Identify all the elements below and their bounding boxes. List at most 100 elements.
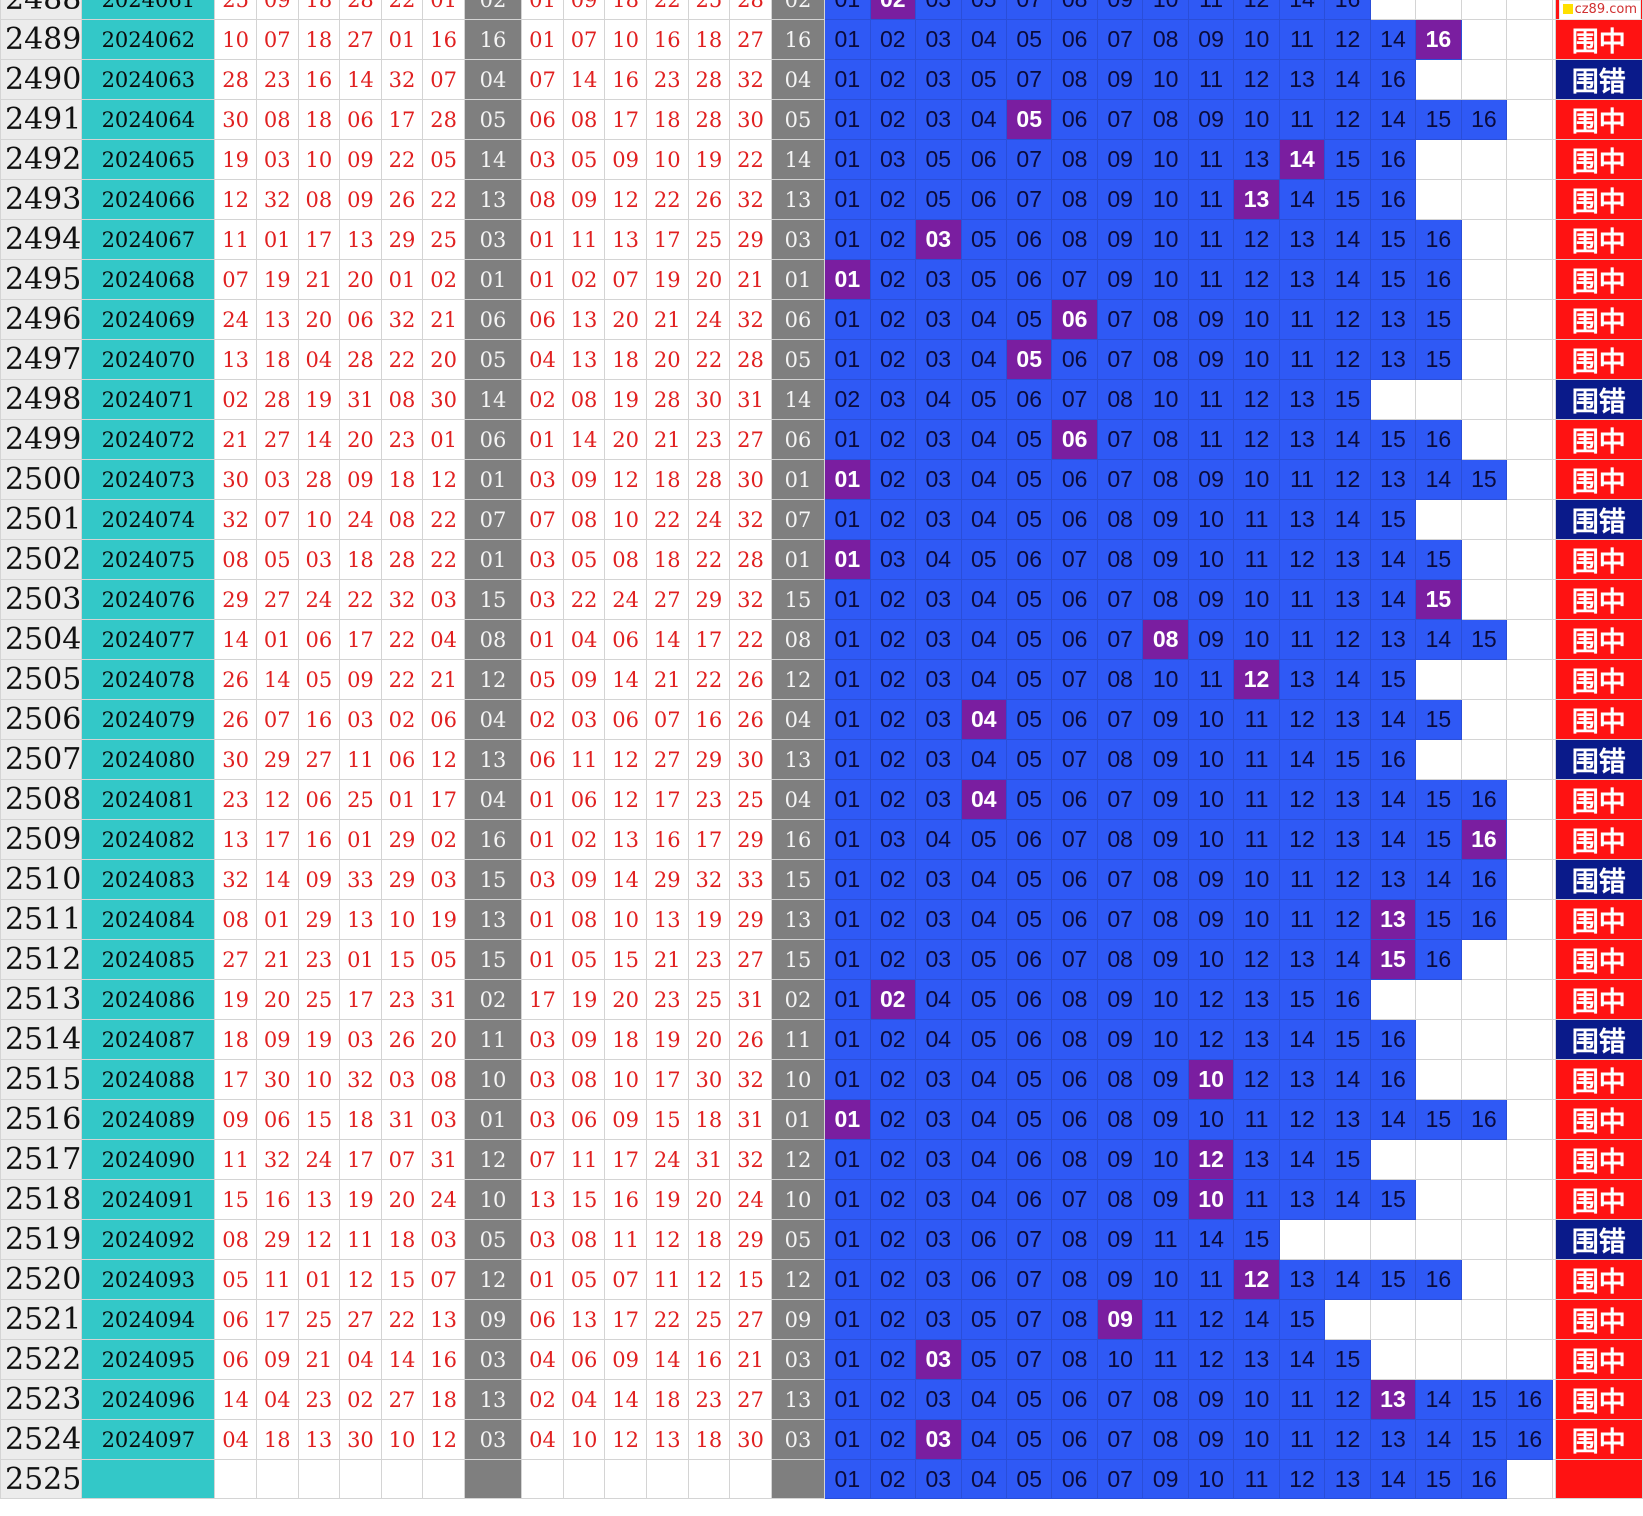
drawn-number-cell[interactable]: 13 bbox=[339, 899, 382, 940]
sorted-number-cell[interactable]: 03 bbox=[521, 539, 564, 580]
hit-number-cell[interactable]: 09 bbox=[1096, 1299, 1144, 1340]
issue-cell[interactable]: 2024070 bbox=[81, 339, 216, 380]
empty-candidate-cell[interactable] bbox=[1415, 659, 1462, 700]
candidate-number-cell[interactable]: 05 bbox=[1005, 1379, 1053, 1420]
drawn-number-cell[interactable]: 14 bbox=[380, 1339, 424, 1380]
candidate-number-cell[interactable]: 13 bbox=[1369, 299, 1417, 340]
special-number-copy-cell[interactable]: 06 bbox=[770, 299, 826, 340]
row-number-cell[interactable]: 2489 bbox=[0, 19, 83, 60]
sorted-number-cell[interactable]: 08 bbox=[562, 899, 606, 940]
sorted-number-cell[interactable]: 12 bbox=[687, 1259, 731, 1300]
candidate-number-cell[interactable]: 07 bbox=[1005, 1219, 1053, 1260]
drawn-number-cell[interactable]: 07 bbox=[255, 499, 299, 540]
row-number-cell[interactable]: 2525 bbox=[0, 1459, 83, 1499]
sorted-number-cell[interactable]: 12 bbox=[604, 459, 647, 500]
hit-number-cell[interactable]: 06 bbox=[1051, 299, 1098, 340]
special-number-copy-cell[interactable]: 05 bbox=[770, 339, 826, 380]
sorted-number-cell[interactable]: 32 bbox=[729, 1139, 772, 1180]
candidate-number-cell[interactable]: 02 bbox=[869, 1339, 917, 1380]
candidate-number-cell[interactable]: 14 bbox=[1278, 0, 1326, 20]
candidate-number-cell[interactable]: 12 bbox=[1187, 979, 1235, 1020]
drawn-number-cell[interactable]: 22 bbox=[422, 539, 465, 580]
result-miss-cell[interactable]: 围错 bbox=[1554, 379, 1643, 420]
candidate-number-cell[interactable]: 13 bbox=[1233, 1019, 1280, 1060]
candidate-number-cell[interactable]: 06 bbox=[1051, 99, 1098, 140]
drawn-number-cell[interactable]: 02 bbox=[422, 819, 465, 860]
candidate-number-cell[interactable]: 09 bbox=[1096, 139, 1144, 180]
drawn-number-cell[interactable]: 01 bbox=[255, 899, 299, 940]
sorted-number-cell[interactable]: 08 bbox=[562, 499, 606, 540]
candidate-number-cell[interactable]: 15 bbox=[1415, 1099, 1462, 1140]
issue-cell[interactable]: 2024064 bbox=[81, 99, 216, 140]
issue-cell[interactable]: 2024074 bbox=[81, 499, 216, 540]
candidate-number-cell[interactable]: 01 bbox=[824, 579, 871, 620]
empty-candidate-cell[interactable] bbox=[1460, 1019, 1508, 1060]
issue-cell[interactable]: 2024065 bbox=[81, 139, 216, 180]
candidate-number-cell[interactable]: 16 bbox=[1506, 1419, 1553, 1460]
sorted-number-cell[interactable]: 03 bbox=[521, 1059, 564, 1100]
issue-cell[interactable]: 2024077 bbox=[81, 619, 216, 660]
candidate-number-cell[interactable]: 04 bbox=[960, 299, 1007, 340]
special-number-cell[interactable]: 09 bbox=[463, 1299, 523, 1340]
drawn-number-cell[interactable]: 09 bbox=[297, 859, 341, 900]
candidate-number-cell[interactable]: 10 bbox=[1233, 579, 1280, 620]
empty-candidate-cell[interactable] bbox=[1506, 339, 1553, 380]
candidate-number-cell[interactable]: 05 bbox=[915, 179, 962, 220]
sorted-number-cell[interactable]: 28 bbox=[687, 459, 731, 500]
candidate-number-cell[interactable]: 03 bbox=[869, 539, 917, 580]
candidate-number-cell[interactable]: 10 bbox=[1187, 739, 1235, 780]
candidate-number-cell[interactable]: 14 bbox=[1324, 499, 1371, 540]
candidate-number-cell[interactable]: 01 bbox=[824, 59, 871, 100]
drawn-number-cell[interactable]: 28 bbox=[339, 339, 382, 380]
drawn-number-cell[interactable]: 09 bbox=[339, 459, 382, 500]
candidate-number-cell[interactable]: 10 bbox=[1142, 659, 1189, 700]
candidate-number-cell[interactable]: 02 bbox=[869, 619, 917, 660]
empty-candidate-cell[interactable] bbox=[1506, 899, 1553, 940]
drawn-number-cell[interactable]: 25 bbox=[214, 0, 257, 20]
drawn-number-cell[interactable]: 21 bbox=[297, 1339, 341, 1380]
sorted-number-cell[interactable]: 18 bbox=[687, 1219, 731, 1260]
candidate-number-cell[interactable]: 13 bbox=[1278, 659, 1326, 700]
special-number-copy-cell[interactable]: 01 bbox=[770, 459, 826, 500]
drawn-number-cell[interactable]: 14 bbox=[214, 619, 257, 660]
sorted-number-cell[interactable]: 30 bbox=[687, 1059, 731, 1100]
sorted-number-cell[interactable]: 19 bbox=[562, 979, 606, 1020]
drawn-number-cell[interactable]: 32 bbox=[380, 579, 424, 620]
sorted-number-cell[interactable]: 29 bbox=[687, 579, 731, 620]
drawn-number-cell[interactable]: 03 bbox=[255, 459, 299, 500]
sorted-number-cell[interactable]: 20 bbox=[604, 299, 647, 340]
candidate-number-cell[interactable]: 13 bbox=[1233, 979, 1280, 1020]
candidate-number-cell[interactable]: 08 bbox=[1142, 859, 1189, 900]
candidate-number-cell[interactable]: 03 bbox=[869, 379, 917, 420]
empty-candidate-cell[interactable] bbox=[1324, 1219, 1371, 1260]
sorted-number-cell[interactable]: 14 bbox=[604, 659, 647, 700]
sorted-number-cell[interactable]: 10 bbox=[645, 139, 689, 180]
sorted-number-cell[interactable]: 12 bbox=[604, 779, 647, 820]
sorted-number-cell[interactable]: 07 bbox=[521, 1139, 564, 1180]
drawn-number-cell[interactable]: 16 bbox=[297, 819, 341, 860]
candidate-number-cell[interactable]: 10 bbox=[1142, 59, 1189, 100]
drawn-number-cell[interactable]: 20 bbox=[422, 1019, 465, 1060]
sorted-number-cell[interactable]: 22 bbox=[729, 619, 772, 660]
candidate-number-cell[interactable]: 16 bbox=[1460, 779, 1508, 820]
sorted-number-cell[interactable]: 22 bbox=[645, 0, 689, 20]
candidate-number-cell[interactable]: 03 bbox=[915, 1299, 962, 1340]
drawn-number-cell[interactable]: 10 bbox=[297, 1059, 341, 1100]
candidate-number-cell[interactable]: 03 bbox=[915, 1219, 962, 1260]
special-number-cell[interactable]: 07 bbox=[463, 499, 523, 540]
special-number-cell[interactable]: 04 bbox=[463, 59, 523, 100]
sorted-number-cell[interactable]: 28 bbox=[729, 339, 772, 380]
result-hit-cell[interactable]: 围中 bbox=[1554, 659, 1643, 700]
sorted-number-cell[interactable]: 20 bbox=[687, 1179, 731, 1220]
result-hit-cell[interactable]: 围中 bbox=[1554, 899, 1643, 940]
row-number-cell[interactable]: 2520 bbox=[0, 1259, 83, 1300]
empty-candidate-cell[interactable] bbox=[1415, 379, 1462, 420]
empty-candidate-cell[interactable] bbox=[1506, 1059, 1553, 1100]
sorted-number-cell[interactable]: 11 bbox=[562, 219, 606, 260]
sorted-number-cell[interactable]: 08 bbox=[562, 1059, 606, 1100]
candidate-number-cell[interactable]: 06 bbox=[1005, 379, 1053, 420]
candidate-number-cell[interactable]: 10 bbox=[1142, 179, 1189, 220]
drawn-number-cell[interactable]: 27 bbox=[297, 739, 341, 780]
row-number-cell[interactable]: 2513 bbox=[0, 979, 83, 1020]
empty-candidate-cell[interactable] bbox=[1506, 739, 1553, 780]
